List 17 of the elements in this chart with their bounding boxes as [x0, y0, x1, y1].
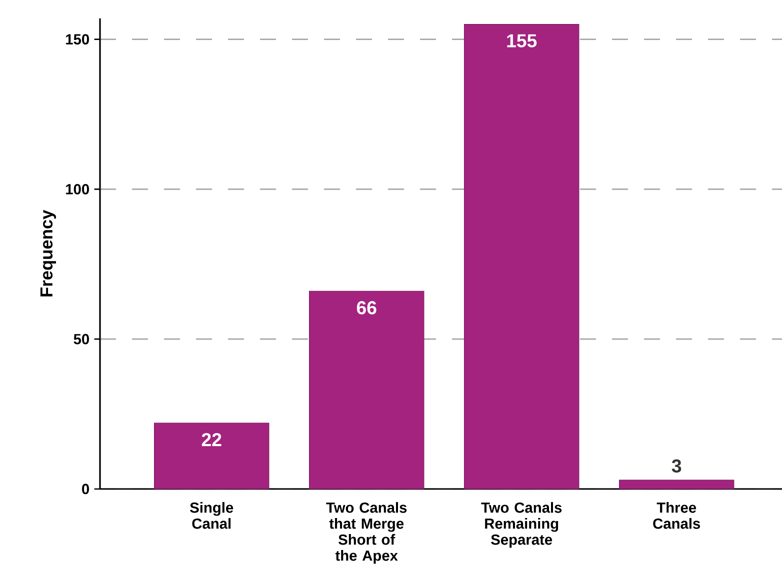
- x-tick-label: Single Canal: [190, 502, 234, 529]
- bar: [464, 24, 580, 490]
- bar: [309, 290, 424, 490]
- bar: [618, 480, 734, 490]
- y-tick-label: 150: [66, 34, 89, 45]
- x-tick-label: Two Canals Remaining Separate: [481, 502, 562, 548]
- data-label: 22: [202, 433, 222, 446]
- y-tick-label: 100: [66, 184, 89, 194]
- y-axis-title: Frequency: [40, 210, 56, 296]
- y-tick-label: 50: [74, 334, 89, 344]
- data-label: 155: [507, 34, 537, 48]
- y-tick-label: 0: [82, 484, 89, 494]
- x-tick-label: Two Canals that Merge Short of the Apex: [326, 502, 407, 564]
- data-label: 66: [356, 301, 376, 314]
- data-label: 3: [672, 459, 682, 473]
- x-tick-label: Three Canals: [653, 502, 700, 529]
- bar: [154, 422, 270, 490]
